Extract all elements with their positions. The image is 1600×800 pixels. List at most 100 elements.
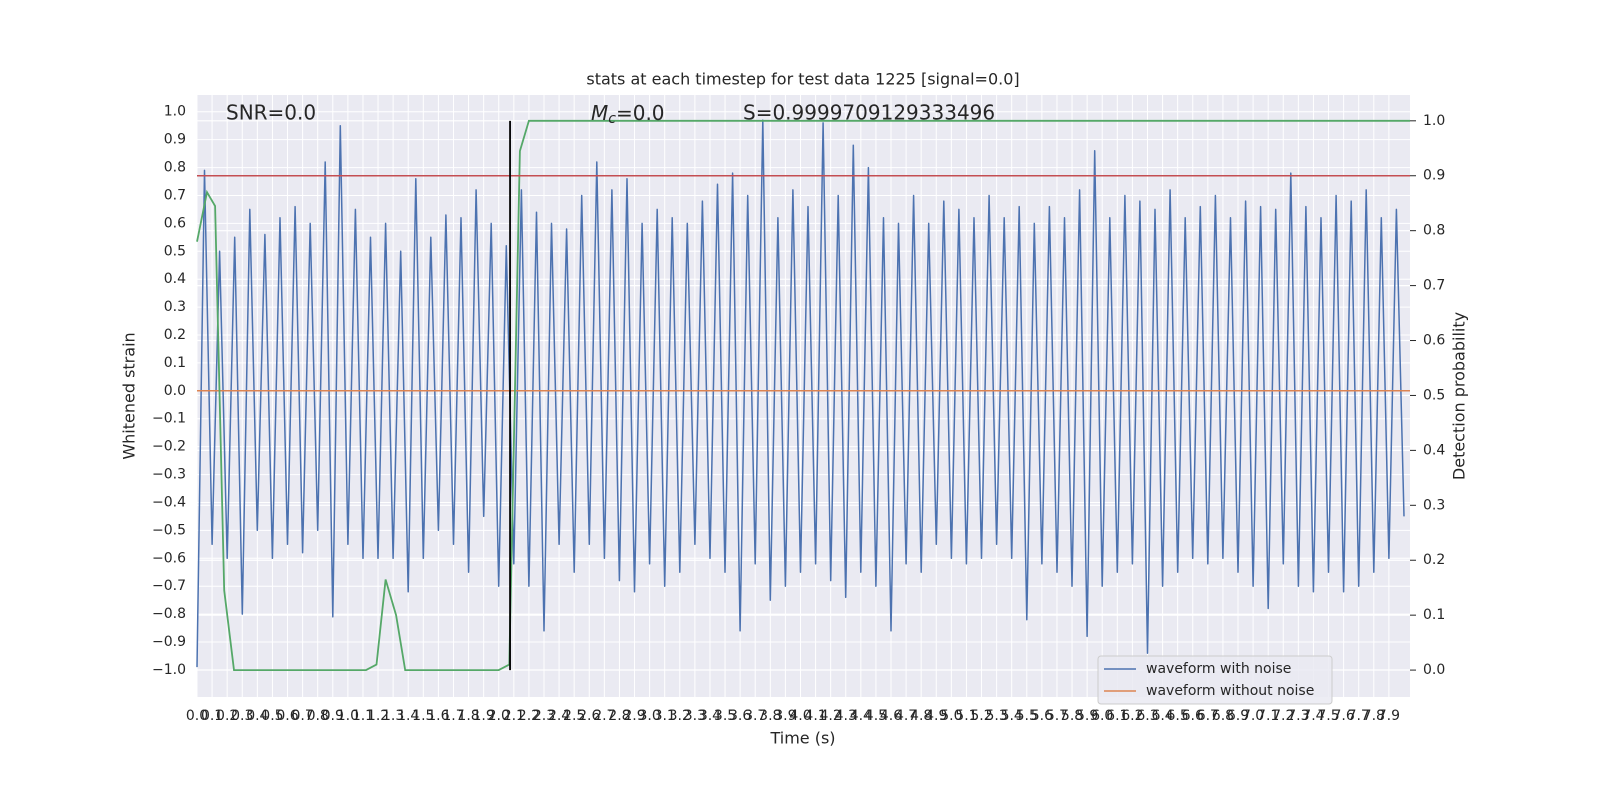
- y2-tick-label: 0.9: [1423, 168, 1445, 184]
- x-tick-label: 3.1: [654, 708, 676, 724]
- y-tick-label: 0.2: [164, 327, 186, 343]
- x-tick-label: 5.6: [1031, 708, 1053, 724]
- x-tick-label: 6.3: [1136, 708, 1158, 724]
- y-tick-label: −0.6: [152, 550, 186, 566]
- x-tick-label: 2.9: [623, 708, 645, 724]
- x-tick-label: 5.2: [970, 708, 992, 724]
- x-tick-label: 1.2: [367, 708, 389, 724]
- x-tick-label: 0.2: [216, 708, 238, 724]
- y2-tick-label: 0.7: [1423, 278, 1445, 294]
- x-tick-label: 3.8: [759, 708, 781, 724]
- mc-subscript: c: [608, 111, 616, 127]
- y-tick-label: 0.8: [164, 160, 186, 176]
- y-axis-label: Whitened strain: [120, 332, 139, 459]
- y-tick-label: 0.7: [164, 187, 186, 203]
- annotation-snr: SNR=0.0: [226, 101, 316, 125]
- y2-tick-label: 0.0: [1423, 662, 1445, 678]
- x-tick-label: 7.8: [1363, 708, 1385, 724]
- x-tick-label: 5.9: [1076, 708, 1098, 724]
- x-tick-label: 0.9: [322, 708, 344, 724]
- y2-tick-label: 0.2: [1423, 552, 1445, 568]
- x-tick-label: 4.0: [789, 708, 811, 724]
- x-tick-label: 6.9: [1227, 708, 1249, 724]
- y2-tick-label: 0.1: [1423, 607, 1445, 623]
- x-tick-label: 6.0: [1091, 708, 1113, 724]
- y-tick-label: −0.2: [152, 439, 186, 455]
- x-tick-label: 2.5: [563, 708, 585, 724]
- y-tick-label: 0.3: [164, 299, 186, 315]
- y-tick-label: −0.1: [152, 411, 186, 427]
- x-tick-label: 1.4: [397, 708, 419, 724]
- y-tick-label: −0.5: [152, 522, 186, 538]
- x-tick-label: 2.2: [518, 708, 540, 724]
- x-tick-label: 2.1: [503, 708, 525, 724]
- x-tick-label: 0.8: [307, 708, 329, 724]
- y2-axis-label: Detection probability: [1450, 312, 1469, 480]
- x-tick-label: 4.6: [880, 708, 902, 724]
- x-tick-label: 0.1: [201, 708, 223, 724]
- x-tick-label: 0.3: [231, 708, 253, 724]
- y-tick-label: 0.6: [164, 215, 186, 231]
- x-tick-label: 7.2: [1272, 708, 1294, 724]
- x-tick-label: 7.5: [1317, 708, 1339, 724]
- y2-tick-label: 0.3: [1423, 497, 1445, 513]
- x-tick-label: 0.0: [186, 708, 208, 724]
- x-tick-label: 1.7: [442, 708, 464, 724]
- series-line: [196, 119, 1405, 668]
- x-tick-label: 0.7: [291, 708, 313, 724]
- x-tick-label: 3.3: [684, 708, 706, 724]
- x-tick-label: 1.0: [337, 708, 359, 724]
- y2-tick-label: 0.4: [1423, 442, 1445, 458]
- y-tick-label: 0.0: [164, 383, 186, 399]
- y-tick-label: 1.0: [164, 104, 186, 120]
- y-tick-label: 0.1: [164, 355, 186, 371]
- x-tick-label: 3.9: [774, 708, 796, 724]
- y2-tick-label: 0.5: [1423, 387, 1445, 403]
- y-tick-label: 0.5: [164, 243, 186, 259]
- grid: [196, 95, 1410, 697]
- x-tick-label: 2.8: [608, 708, 630, 724]
- x-tick-label: 7.6: [1332, 708, 1354, 724]
- y-tick-label: −0.7: [152, 578, 186, 594]
- y-tick-label: 0.9: [164, 132, 186, 148]
- x-tick-label: 1.3: [382, 708, 404, 724]
- x-tick-label: 5.5: [1016, 708, 1038, 724]
- y-tick-label: 0.4: [164, 271, 186, 287]
- mc-value: =0.0: [616, 101, 665, 125]
- x-tick-label: 7.9: [1378, 708, 1400, 724]
- x-tick-label: 0.4: [246, 708, 268, 724]
- x-tick-label: 3.7: [744, 708, 766, 724]
- x-tick-label: 6.5: [1167, 708, 1189, 724]
- x-tick-label: 4.5: [865, 708, 887, 724]
- x-tick-label: 5.0: [940, 708, 962, 724]
- x-tick-label: 6.2: [1121, 708, 1143, 724]
- x-tick-label: 0.5: [261, 708, 283, 724]
- x-tick-label: 7.3: [1287, 708, 1309, 724]
- y-tick-label: −0.4: [152, 494, 186, 510]
- annotation-s: S=0.9999709129333496: [743, 101, 995, 125]
- legend-label: waveform with noise: [1146, 661, 1291, 677]
- x-tick-label: 1.9: [473, 708, 495, 724]
- legend: waveform with noise waveform without nois…: [1097, 655, 1333, 705]
- y2-tick-label: 1.0: [1423, 113, 1445, 129]
- x-tick-label: 6.8: [1212, 708, 1234, 724]
- x-tick-label: 2.4: [548, 708, 570, 724]
- chart-title: stats at each timestep for test data 122…: [586, 70, 1019, 89]
- x-tick-label: 2.7: [593, 708, 615, 724]
- annotation-mc: Mc=0.0: [591, 101, 665, 128]
- x-tick-label: 2.3: [533, 708, 555, 724]
- x-tick-label: 7.7: [1348, 708, 1370, 724]
- x-tick-label: 4.9: [925, 708, 947, 724]
- x-tick-label: 2.6: [578, 708, 600, 724]
- x-tick-label: 4.1: [804, 708, 826, 724]
- x-tick-label: 1.6: [427, 708, 449, 724]
- x-tick-label: 6.4: [1151, 708, 1173, 724]
- y-tick-label: −0.8: [152, 606, 186, 622]
- x-tick-label: 5.8: [1061, 708, 1083, 724]
- x-tick-label: 2.0: [488, 708, 510, 724]
- x-tick-label: 7.4: [1302, 708, 1324, 724]
- x-axis-label: Time (s): [769, 729, 835, 748]
- x-tick-label: 7.0: [1242, 708, 1264, 724]
- x-tick-label: 5.4: [1001, 708, 1023, 724]
